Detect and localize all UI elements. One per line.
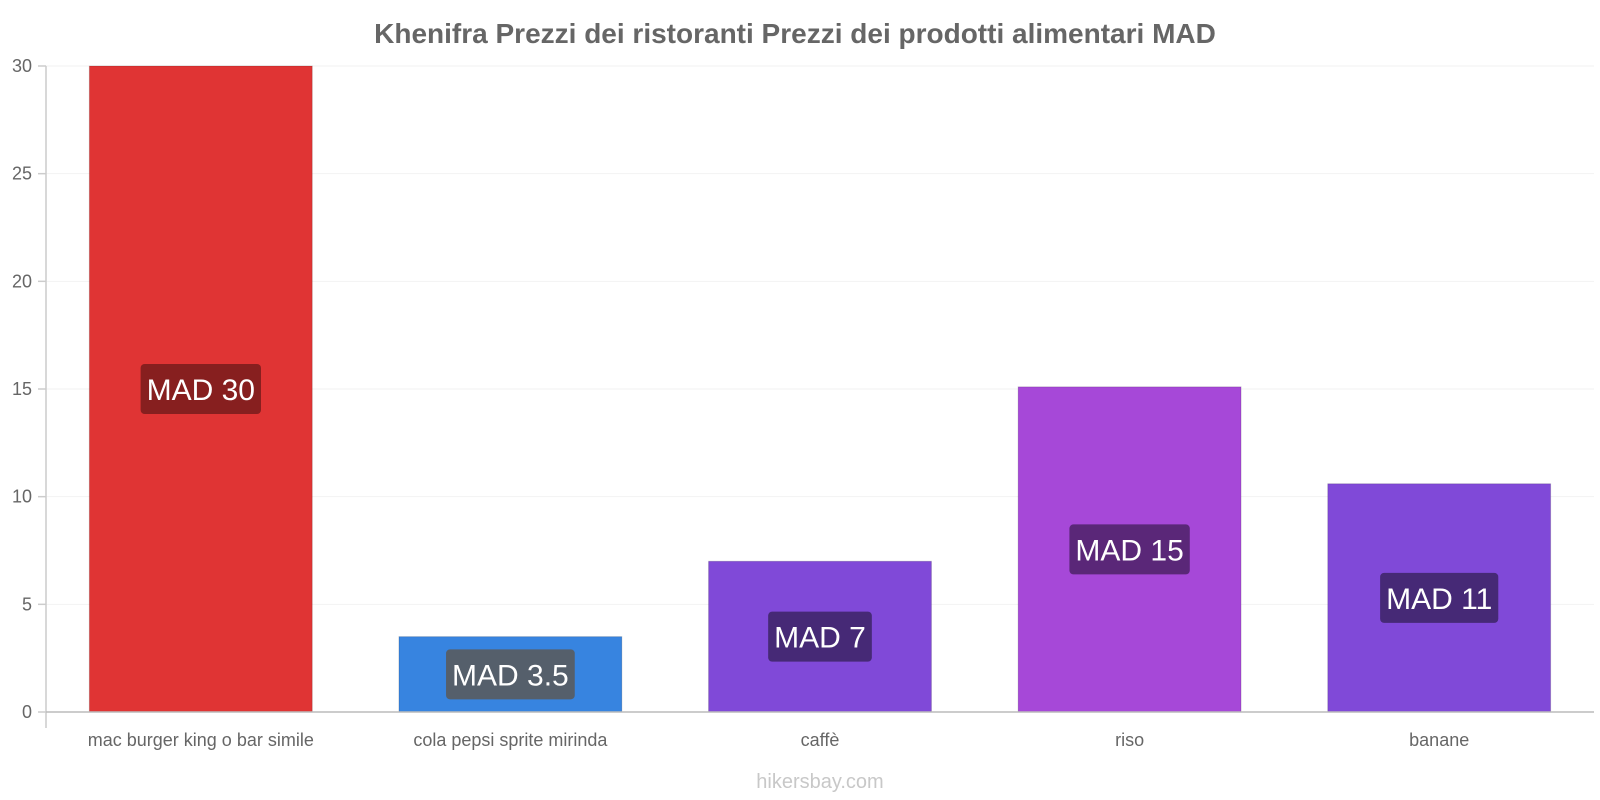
data-labels: MAD 30 MAD 3.5 MAD 7 MAD 15 MAD 11 xyxy=(140,364,1499,700)
x-category-label: caffè xyxy=(801,730,840,750)
y-tick-label: 10 xyxy=(12,487,32,507)
y-tick-label: 15 xyxy=(12,379,32,399)
data-label: MAD 3.5 xyxy=(446,649,575,700)
data-label-text: MAD 3.5 xyxy=(452,659,569,692)
chart-title: Khenifra Prezzi dei ristoranti Prezzi de… xyxy=(374,18,1216,49)
data-label-text: MAD 30 xyxy=(147,374,255,407)
data-label-text: MAD 15 xyxy=(1075,534,1183,567)
x-category-label: riso xyxy=(1115,730,1144,750)
y-tick-label: 5 xyxy=(22,594,32,614)
data-label: MAD 11 xyxy=(1380,572,1499,623)
x-category-label: cola pepsi sprite mirinda xyxy=(413,730,608,750)
data-label: MAD 7 xyxy=(768,611,872,662)
y-tick-label: 20 xyxy=(12,271,32,291)
data-label-background xyxy=(768,611,872,662)
x-category-label: banane xyxy=(1409,730,1469,750)
x-category-label: mac burger king o bar simile xyxy=(88,730,314,750)
y-tick-label: 0 xyxy=(22,702,32,722)
data-label: MAD 30 xyxy=(140,364,261,414)
y-axis-ticks: 0 5 10 15 20 25 30 xyxy=(12,56,46,722)
source-watermark: hikersbay.com xyxy=(756,771,883,793)
data-label-background xyxy=(446,649,575,700)
data-label: MAD 15 xyxy=(1069,524,1190,575)
data-label-background xyxy=(140,364,261,414)
x-axis-categories: mac burger king o bar simile cola pepsi s… xyxy=(88,730,1469,750)
data-label-text: MAD 7 xyxy=(774,622,866,655)
y-tick-label: 25 xyxy=(12,164,32,184)
data-label-background xyxy=(1069,524,1190,575)
data-label-text: MAD 11 xyxy=(1386,583,1492,616)
y-tick-label: 30 xyxy=(12,56,32,76)
data-label-background xyxy=(1380,572,1499,623)
